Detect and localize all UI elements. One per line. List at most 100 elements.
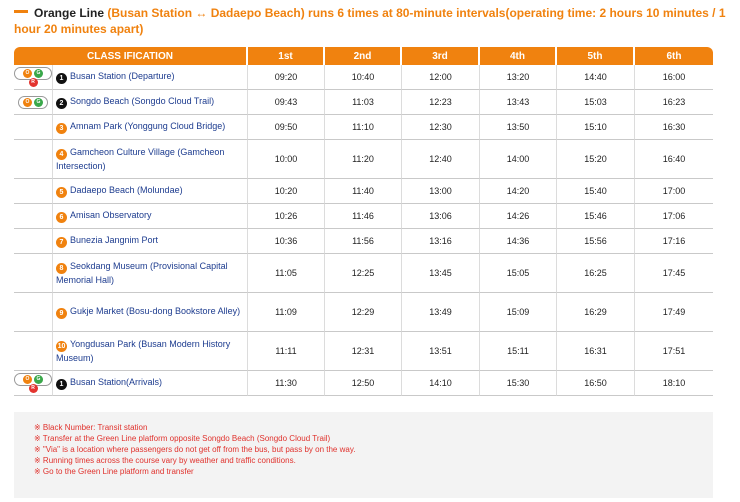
- departure-time-cell: 13:51: [402, 332, 480, 371]
- line-badge-cell: O GR: [14, 65, 53, 90]
- stop-name: Dadaepo Beach (Molundae): [70, 185, 183, 195]
- departure-time-cell: 12:23: [402, 90, 480, 115]
- departure-time-cell: 11:30: [248, 371, 325, 396]
- departure-time-cell: 15:09: [480, 293, 557, 332]
- line-dot-icon: O: [23, 375, 32, 384]
- departure-time-cell: 16:00: [635, 65, 713, 90]
- departure-time-cell: 17:45: [635, 254, 713, 293]
- line-badge-cell: O GR: [14, 371, 53, 396]
- stop-name: Amisan Observatory: [70, 210, 152, 220]
- timetable-header-row: CLASS IFICATION 1st 2nd 3rd 4th 5th 6th: [14, 47, 713, 65]
- table-row: 4 Gamcheon Culture Village (Gamcheon Inte…: [14, 140, 713, 179]
- note-line: ※ Black Number: Transit station: [34, 423, 148, 432]
- stop-number-icon: 7: [56, 237, 67, 248]
- departure-time-cell: 10:00: [248, 140, 325, 179]
- departure-time-cell: 15:11: [480, 332, 557, 371]
- departure-time-cell: 13:45: [402, 254, 480, 293]
- table-row: O GR 1 Busan Station (Departure) 09:20 10:40 1…: [14, 65, 713, 90]
- departure-time-cell: 16:40: [635, 140, 713, 179]
- stop-name-cell: 3 Amnam Park (Yonggung Cloud Bridge): [53, 115, 248, 140]
- departure-time-cell: 13:00: [402, 179, 480, 204]
- table-row: 6 Amisan Observatory 10:26 11:46 13:06 14:26 1…: [14, 204, 713, 229]
- departure-time-cell: 12:40: [402, 140, 480, 179]
- departure-time-cell: 10:20: [248, 179, 325, 204]
- departure-time-cell: 15:46: [557, 204, 635, 229]
- line-badge-cell: [14, 293, 53, 332]
- line-description: (Busan Station ↔ Dadaepo Beach) runs 6 t…: [14, 6, 726, 36]
- stop-name: Yongdusan Park (Busan Modern History Mus…: [56, 339, 231, 363]
- departure-time-cell: 14:40: [557, 65, 635, 90]
- line-dot-icon: O: [23, 69, 32, 78]
- departure-time-cell: 11:09: [248, 293, 325, 332]
- line-badge-cell: [14, 332, 53, 371]
- departure-time-cell: 18:10: [635, 371, 713, 396]
- line-badge-icon: O GR: [14, 67, 52, 87]
- departure-time-cell: 15:03: [557, 90, 635, 115]
- run-header: 2nd: [325, 47, 402, 65]
- departure-time-cell: 12:50: [325, 371, 402, 396]
- departure-time-cell: 14:20: [480, 179, 557, 204]
- table-row: O G 2 Songdo Beach (Songdo Cloud Trail) 09:4…: [14, 90, 713, 115]
- line-badge-cell: [14, 229, 53, 254]
- line-badge-icon: O GR: [14, 373, 52, 393]
- departure-time-cell: 13:50: [480, 115, 557, 140]
- departure-time-cell: 11:10: [325, 115, 402, 140]
- line-title: Orange Line: [34, 6, 105, 20]
- stop-number-icon: 5: [56, 187, 67, 198]
- stop-name: Gamcheon Culture Village (Gamcheon Inter…: [56, 147, 225, 171]
- departure-time-cell: 11:05: [248, 254, 325, 293]
- departure-time-cell: 12:29: [325, 293, 402, 332]
- line-badge-cell: [14, 115, 53, 140]
- line-badge-cell: [14, 179, 53, 204]
- table-row: 5 Dadaepo Beach (Molundae) 10:20 11:40 13:00…: [14, 179, 713, 204]
- departure-time-cell: 12:00: [402, 65, 480, 90]
- departure-time-cell: 10:26: [248, 204, 325, 229]
- line-dot-icon: G: [34, 69, 43, 78]
- departure-time-cell: 09:43: [248, 90, 325, 115]
- run-header: 3rd: [402, 47, 480, 65]
- departure-time-cell: 15:20: [557, 140, 635, 179]
- departure-time-cell: 13:43: [480, 90, 557, 115]
- departure-time-cell: 13:20: [480, 65, 557, 90]
- stop-name-cell: 4 Gamcheon Culture Village (Gamcheon Inte…: [53, 140, 248, 179]
- stop-number-icon: 1: [56, 379, 67, 390]
- stop-name-cell: 5 Dadaepo Beach (Molundae): [53, 179, 248, 204]
- departure-time-cell: 16:25: [557, 254, 635, 293]
- departure-time-cell: 09:20: [248, 65, 325, 90]
- departure-time-cell: 11:56: [325, 229, 402, 254]
- departure-time-cell: 17:16: [635, 229, 713, 254]
- note-line: ※ Transfer at the Green Line platform op…: [34, 434, 331, 443]
- line-dot-icon: G: [34, 375, 43, 384]
- departure-time-cell: 15:05: [480, 254, 557, 293]
- departure-time-cell: 15:10: [557, 115, 635, 140]
- departure-time-cell: 12:30: [402, 115, 480, 140]
- departure-time-cell: 16:50: [557, 371, 635, 396]
- line-badge-cell: [14, 140, 53, 179]
- stop-name: Songdo Beach (Songdo Cloud Trail): [70, 96, 215, 106]
- table-row: 8 Seokdang Museum (Provisional Capital Me…: [14, 254, 713, 293]
- stop-number-icon: 3: [56, 123, 67, 134]
- departure-time-cell: 12:25: [325, 254, 402, 293]
- table-row: O GR 1 Busan Station(Arrivals) 11:30 12:50 14:…: [14, 371, 713, 396]
- run-header: 1st: [248, 47, 325, 65]
- departure-time-cell: 16:30: [635, 115, 713, 140]
- departure-time-cell: 12:31: [325, 332, 402, 371]
- stop-name-cell: 1 Busan Station(Arrivals): [53, 371, 248, 396]
- departure-time-cell: 13:16: [402, 229, 480, 254]
- line-badge-cell: [14, 254, 53, 293]
- notes-box: ※ Black Number: Transit station ※ Transf…: [14, 412, 713, 498]
- stop-name: Seokdang Museum (Provisional Capital Mem…: [56, 261, 228, 285]
- departure-time-cell: 15:30: [480, 371, 557, 396]
- stop-number-icon: 6: [56, 212, 67, 223]
- stop-number-icon: 4: [56, 149, 67, 160]
- stop-name: Gukje Market (Bosu-dong Bookstore Alley): [70, 306, 241, 316]
- stop-number-icon: 2: [56, 98, 67, 109]
- stop-name: Busan Station (Departure): [70, 71, 175, 81]
- departure-time-cell: 14:36: [480, 229, 557, 254]
- line-badge-cell: [14, 204, 53, 229]
- table-row: 10 Yongdusan Park (Busan Modern History M…: [14, 332, 713, 371]
- line-dot-icon: G: [34, 97, 43, 107]
- departure-time-cell: 16:29: [557, 293, 635, 332]
